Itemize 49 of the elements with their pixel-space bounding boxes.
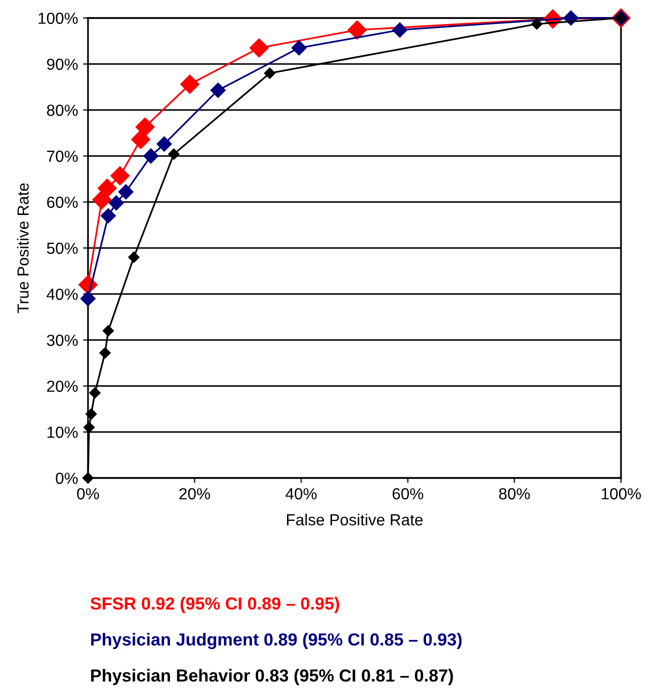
point xyxy=(143,148,158,164)
point xyxy=(102,325,114,336)
point xyxy=(131,130,150,149)
y-tick-label: 60% xyxy=(47,196,78,208)
y-tick-label: 90% xyxy=(47,58,78,70)
point xyxy=(99,347,111,358)
y-tick-label: 20% xyxy=(47,380,78,392)
point xyxy=(156,136,172,152)
y-tick-label: 0% xyxy=(56,472,78,484)
y-tick-label: 50% xyxy=(46,242,78,254)
x-tick-label: 0% xyxy=(77,488,99,500)
y-tick-label: 10% xyxy=(48,426,78,438)
point xyxy=(83,422,95,434)
x-tick-label: 100% xyxy=(602,488,641,500)
point xyxy=(392,22,408,38)
text: Physician Behavior 0.83 (95% CI 0.81 – 0.87) xyxy=(91,668,453,686)
point xyxy=(135,117,155,137)
point xyxy=(250,38,269,58)
point xyxy=(348,20,367,40)
x-tick-label: 40% xyxy=(286,488,317,500)
point xyxy=(108,195,124,210)
point xyxy=(531,18,542,30)
y-tick-label: 70% xyxy=(47,150,78,162)
point xyxy=(89,387,101,399)
point xyxy=(210,82,226,98)
y-tick-label: 30% xyxy=(46,334,78,346)
point xyxy=(86,408,97,420)
text: SFSR 0.92 (95% CI 0.89 – 0.95) xyxy=(90,596,340,614)
point xyxy=(98,178,117,198)
point xyxy=(110,166,130,186)
y-tick-label: 100% xyxy=(38,12,78,24)
x-axis-title: False Positive Rate xyxy=(287,514,423,526)
y-tick-label: 80% xyxy=(47,104,78,116)
x-tick-label: 80% xyxy=(499,488,530,500)
point xyxy=(80,291,96,306)
point xyxy=(92,190,112,210)
y-axis-title: True Positive Rate xyxy=(16,183,29,314)
point xyxy=(180,74,200,94)
point xyxy=(82,472,94,484)
point xyxy=(118,184,134,200)
text: Physician Judgment 0.89 (95% CI 0.85 – 0.93) xyxy=(91,632,462,650)
point xyxy=(264,68,276,79)
x-tick-label: 60% xyxy=(392,488,424,500)
x-tick-label: 20% xyxy=(179,488,210,500)
point xyxy=(128,252,140,263)
point xyxy=(292,40,307,56)
point xyxy=(100,208,116,224)
y-tick-label: 40% xyxy=(46,288,78,300)
point xyxy=(168,148,180,160)
